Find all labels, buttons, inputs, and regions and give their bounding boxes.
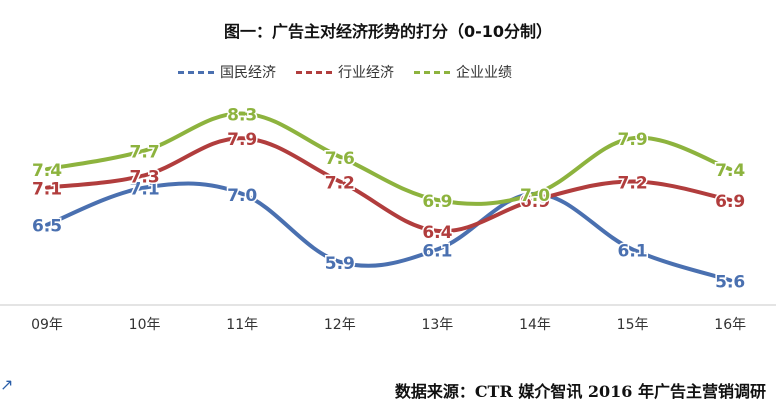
legend-swatch-corporate-performance [414,70,450,74]
data-label-industry-economy: 6.4 [422,223,452,243]
legend-swatch-national-economy [178,70,214,74]
chart-title: 图一：广告主对经济形势的打分（0-10分制） [223,22,553,41]
data-source-note: 数据来源：CTR 媒介智讯 2016 年广告主营销调研 [394,382,766,401]
x-tick-label: 13年 [421,317,453,333]
data-label-industry-economy: 7.9 [227,130,257,150]
x-tick-label: 16年 [714,317,746,333]
data-label-industry-economy: 7.2 [325,173,355,193]
data-label-corporate-performance: 7.4 [32,161,62,181]
legend-label-national-economy: 国民经济 [220,65,276,81]
data-label-industry-economy: 7.3 [130,167,160,187]
data-label-national-economy: 6.1 [422,241,452,261]
data-label-national-economy: 7.1 [130,180,160,200]
data-label-national-economy: 7.0 [227,186,257,206]
x-tick-label: 09年 [31,317,63,333]
data-label-corporate-performance: 6.9 [422,192,452,212]
chart-legend: 国民经济 行业经济 企业业绩 [178,62,512,82]
data-label-corporate-performance: 7.9 [618,130,648,150]
data-label-corporate-performance: 7.6 [325,149,355,169]
x-tick-label: 11年 [226,317,258,333]
data-label-corporate-performance: 7.4 [715,161,745,181]
data-label-national-economy: 5.9 [325,254,355,274]
corner-arrow-icon: ↗ [0,375,14,394]
x-tick-label: 12年 [324,317,356,333]
legend-swatch-industry-economy [296,70,332,74]
data-label-corporate-performance: 8.3 [227,106,257,126]
data-label-national-economy: 6.5 [32,217,62,237]
data-label-industry-economy: 6.9 [520,192,550,212]
data-label-industry-economy: 7.1 [32,180,62,200]
data-label-industry-economy: 7.2 [618,173,648,193]
legend-item-national-economy: 国民经济 [178,62,276,82]
data-label-national-economy: 6.1 [618,241,648,261]
series-line-national-economy [45,181,733,283]
legend-label-industry-economy: 行业经济 [338,65,394,81]
x-tick-label: 10年 [129,317,161,333]
legend-item-industry-economy: 行业经济 [296,62,394,82]
series-line-corporate-performance [45,111,733,206]
data-label-industry-economy: 6.9 [715,192,745,212]
data-label-national-economy: 5.6 [715,272,745,292]
legend-label-corporate-performance: 企业业绩 [456,65,512,81]
x-tick-label: 14年 [519,317,551,333]
data-label-corporate-performance: 7.7 [130,143,160,163]
legend-item-corporate-performance: 企业业绩 [414,62,512,82]
data-label-corporate-performance: 7.0 [520,186,550,206]
series-line-industry-economy [45,136,733,234]
x-tick-label: 15年 [617,317,649,333]
